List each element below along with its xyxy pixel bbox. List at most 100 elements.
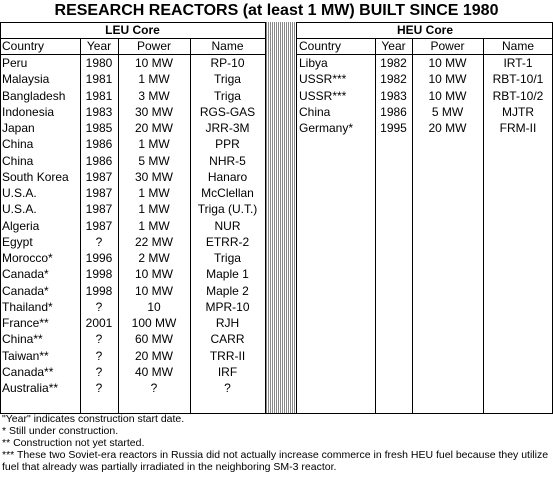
cell: 1987	[85, 169, 113, 184]
cell: ?	[95, 234, 103, 249]
cell: Egypt	[2, 234, 33, 249]
cell: China	[299, 104, 331, 119]
cell: 1981	[85, 88, 113, 103]
cell: 22 MW	[134, 234, 173, 249]
cell: 30 MW	[134, 169, 173, 184]
cell: Triga	[214, 88, 241, 103]
cell: Algeria	[2, 218, 40, 233]
cell: 1983	[380, 88, 407, 103]
column-header: Country	[2, 39, 45, 53]
cell: Bangladesh	[2, 88, 66, 103]
cell: Libya	[299, 56, 328, 70]
cell: U.S.A.	[2, 186, 37, 200]
column-header: Name	[211, 39, 244, 53]
rule	[0, 38, 265, 39]
cell: 3 MW	[138, 88, 170, 103]
cell: 1996	[85, 251, 113, 265]
cell: 1986	[380, 104, 407, 119]
cell: 10 MW	[134, 56, 173, 70]
cell: McClellan	[201, 186, 254, 200]
cell: RJH	[215, 316, 240, 330]
cell: 1 MW	[138, 202, 170, 217]
cell: 40 MW	[134, 364, 173, 379]
cell: TRR-II	[209, 348, 246, 363]
cell: Malaysia	[2, 72, 50, 87]
cell: RBT-10/2	[492, 88, 544, 103]
cell: 1 MW	[138, 72, 170, 87]
cell: 1987	[85, 186, 113, 200]
cell: RBT-10/1	[492, 72, 544, 87]
column-header: Name	[501, 39, 534, 53]
cell: 60 MW	[134, 332, 173, 347]
footnote: "Year" indicates construction start date…	[2, 413, 185, 425]
rule	[0, 54, 265, 55]
column-rule	[412, 38, 413, 413]
cell: Germany*	[299, 121, 354, 135]
cell: IRT-1	[503, 56, 533, 70]
cell: 1998	[85, 283, 113, 298]
cell: 30 MW	[134, 104, 173, 119]
cell: ETRR-2	[205, 234, 250, 249]
cell: Maple 1	[206, 267, 249, 282]
cell: NUR	[214, 218, 241, 233]
column-rule	[190, 38, 191, 413]
column-rule	[483, 38, 484, 413]
cell: ?	[95, 332, 103, 347]
cell: Hanaro	[207, 169, 248, 184]
rule	[297, 54, 553, 55]
cell: 1998	[85, 267, 113, 282]
cell: NHR-5	[209, 153, 246, 168]
cell: CARR	[210, 332, 245, 347]
cell: China**	[2, 332, 43, 347]
cell: Triga	[214, 72, 241, 87]
section-title: HEU Core	[396, 23, 453, 37]
divider	[265, 22, 297, 413]
cell: 10 MW	[134, 283, 173, 298]
footnote: * Still under construction.	[2, 425, 119, 437]
footnote: ** Construction not yet started.	[2, 437, 145, 449]
section-title: LEU Core	[105, 23, 160, 37]
cell: JRR-3M	[205, 121, 250, 135]
cell: RGS-GAS	[199, 104, 256, 119]
footnote: *** These two Soviet-era reactors in Rus…	[2, 449, 549, 473]
cell: 1995	[380, 121, 407, 135]
cell: 1986	[85, 153, 113, 168]
cell: 1 MW	[138, 218, 170, 233]
cell: 2 MW	[138, 251, 170, 265]
cell: Taiwan**	[2, 348, 49, 363]
column-header: Year	[86, 39, 112, 53]
cell: 2001	[85, 316, 113, 330]
cell: MJTR	[502, 104, 534, 119]
cell: Triga (U.T.)	[197, 202, 258, 217]
cell: USSR***	[299, 88, 347, 103]
cell: Peru	[2, 56, 28, 70]
cell: FRM-II	[499, 121, 537, 135]
cell: Maple 2	[206, 283, 249, 298]
cell: RP-10	[210, 56, 245, 70]
rule	[297, 38, 553, 39]
cell: 20 MW	[134, 121, 173, 135]
cell: 5 MW	[138, 153, 170, 168]
cell: 10 MW	[428, 72, 467, 87]
cell: Triga	[214, 251, 241, 265]
cell: ?	[95, 299, 103, 314]
cell: 10 MW	[428, 88, 467, 103]
cell: ?	[150, 381, 158, 395]
cell: 1983	[85, 104, 113, 119]
column-header: Power	[136, 39, 171, 53]
column-header: Year	[381, 39, 406, 53]
cell: 1981	[85, 72, 113, 87]
cell: Australia**	[2, 381, 59, 395]
cell: 1987	[85, 202, 113, 217]
cell: 1980	[85, 56, 113, 70]
cell: 1987	[85, 218, 113, 233]
cell: 1 MW	[138, 137, 170, 152]
cell: Morocco*	[2, 251, 53, 265]
cell: Indonesia	[2, 104, 55, 119]
column-header: Country	[299, 39, 342, 53]
cell: China	[2, 137, 34, 152]
cell: PPR	[215, 137, 240, 152]
cell: 100 MW	[131, 316, 177, 330]
cell: South Korea	[2, 169, 69, 184]
